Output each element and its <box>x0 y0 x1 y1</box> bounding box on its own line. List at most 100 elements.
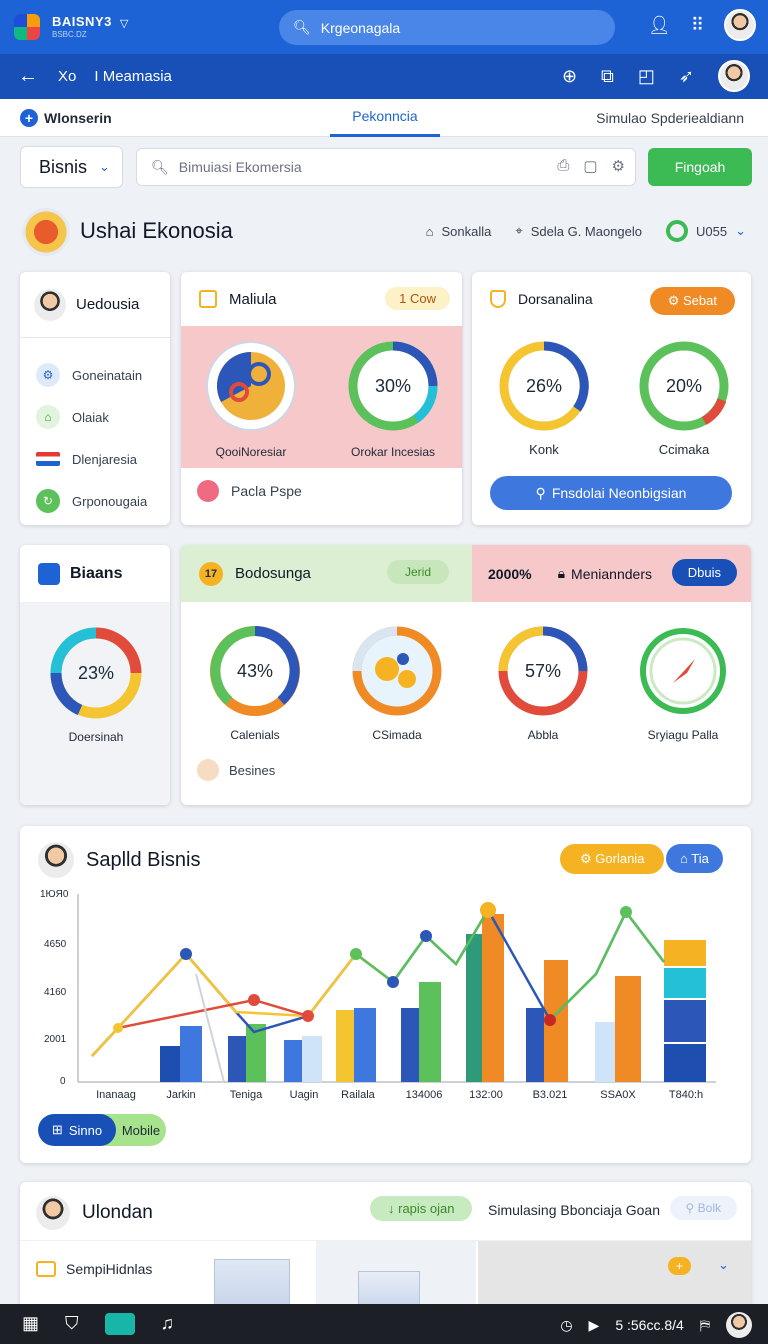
building-icon: ⌂ <box>425 223 434 239</box>
chart-header: Saplld Bisnis <box>38 842 201 878</box>
biaans-donut: 23% Doersinah <box>50 627 142 744</box>
x-tick-label: Inanaag <box>96 1089 136 1101</box>
dors-badge-button[interactable]: ⚙ Sebat <box>649 287 735 315</box>
ulondan-faint-button[interactable]: ⚲ Bolk <box>669 1196 737 1220</box>
view-toggle[interactable]: ⊞ Sinno Mobile <box>38 1114 166 1146</box>
grid-icon[interactable]: ▦ <box>22 1313 40 1333</box>
tab-simulation[interactable]: Simulao Spderiealdiann <box>596 110 744 126</box>
chart-home-button[interactable]: ⌂ Tia <box>666 844 723 873</box>
donut-bg <box>353 346 433 426</box>
category-select[interactable]: Bisnis ⌄ <box>20 146 123 188</box>
x-tick-label: 132:00 <box>469 1089 503 1101</box>
rocket-icon[interactable]: ➶ <box>678 65 694 86</box>
bank-icon: ⌂ <box>36 405 60 429</box>
header-item-status[interactable]: U055 ⌄ <box>666 220 746 242</box>
donut-label: Orokar Incesias <box>351 445 435 459</box>
bodo-button[interactable]: Dbuis <box>671 559 737 586</box>
tab-wlonserin[interactable]: + Wlonserin <box>20 109 112 127</box>
taskbar: ▦ ⛉ ♫ ◷ ▶ 5 :56cc.8/4 ⛿ <box>0 1304 768 1344</box>
avatar[interactable] <box>724 9 756 41</box>
chart-bar <box>419 982 441 1082</box>
maliula-footer[interactable]: Pacla Pspe <box>197 480 302 502</box>
donut-segment <box>210 626 256 705</box>
frame-icon[interactable]: ◰ <box>637 65 655 86</box>
category-select-value: Bisnis <box>39 156 88 177</box>
bell-icon[interactable]: ♫ <box>160 1313 175 1333</box>
globe-segment <box>217 352 251 402</box>
ulondan-header: Ulondan <box>36 1196 153 1230</box>
donut-label: QooiNoresiar <box>216 445 287 459</box>
chart-filter-button[interactable]: ⚙ Gorlania <box>560 844 665 874</box>
brand-dropdown-icon[interactable]: ▽ <box>119 17 129 30</box>
status-ring-icon <box>666 220 689 242</box>
chart-bar <box>284 1040 302 1082</box>
preview-panel <box>478 1241 751 1312</box>
back-arrow-icon[interactable]: ← <box>18 65 38 87</box>
x-tick-label: T840:h <box>669 1089 703 1101</box>
toggle-option-inactive[interactable]: Mobile <box>121 1122 161 1138</box>
brand[interactable]: BAISNY3 BSBC.DZ <box>52 15 112 39</box>
maliula-badge[interactable]: 1 Cow <box>385 287 450 310</box>
chart-bar <box>526 1008 544 1082</box>
gear-icon: ⚙ <box>36 363 60 387</box>
chart-bar <box>615 976 641 1082</box>
gear-icon <box>398 670 416 688</box>
ulondan-avatar <box>36 1196 70 1230</box>
primary-action-button[interactable]: Fingoah <box>648 148 752 186</box>
donut-value: 57% <box>525 661 561 681</box>
export-icon[interactable]: ⧉ <box>601 65 614 86</box>
chevron-down-icon[interactable]: ⌄ <box>718 1257 729 1272</box>
flag-icon <box>36 452 60 466</box>
chart-bar <box>246 1024 266 1082</box>
user-menu-item[interactable]: Dlenjaresia <box>36 438 147 480</box>
shield-icon[interactable]: ⛉ <box>65 1313 79 1333</box>
ulondan-pill[interactable]: ↓ rapis ojan <box>370 1196 473 1221</box>
user-menu-item[interactable]: ⚙ Goneinatain <box>36 354 147 396</box>
maliula-panel: QooiNoresiar 30% Orokar Incesias <box>181 326 462 468</box>
calendar-icon <box>199 290 217 308</box>
user-card-header[interactable]: Uedousia <box>20 272 170 338</box>
clock-icon[interactable]: ◷ <box>560 1316 573 1333</box>
bodo-pill[interactable]: Jerid <box>387 560 450 584</box>
bookmark-icon[interactable]: ⛿ <box>699 1316 710 1333</box>
maliula-card: Maliula 1 Cow QooiNoresiar 30% Orokar In… <box>181 272 462 525</box>
dors-header: Dorsanalina <box>472 272 751 326</box>
add-circle-icon[interactable]: ⊕ <box>561 65 578 86</box>
dors-action-button[interactable]: ⚲ Fnsdolai Neonbigsian <box>490 476 732 510</box>
plus-icon: + <box>20 109 38 127</box>
taskbar-avatar[interactable] <box>726 1312 752 1338</box>
play-icon[interactable]: ▶ <box>588 1316 600 1333</box>
print-icon[interactable]: ⎙ <box>557 157 570 174</box>
settings-icon[interactable]: ⚙ <box>611 158 625 175</box>
user-menu-item[interactable]: ⌂ Olaiak <box>36 396 147 438</box>
nav-avatar[interactable] <box>718 60 750 92</box>
header-item-location[interactable]: ⌖ Sdela G. Maongelo <box>515 223 642 239</box>
ulondan-row-label[interactable]: SempiHidnlas <box>36 1261 152 1277</box>
user-menu-item[interactable]: ↻ Grponougaia <box>36 480 147 522</box>
add-button[interactable]: + <box>668 1257 692 1275</box>
chart-bar <box>401 1008 419 1082</box>
x-tick-label: Uagin <box>290 1089 319 1101</box>
toggle-option-active[interactable]: ⊞ Sinno <box>38 1114 116 1146</box>
simulation-search-input[interactable]: 🔍︎ Bimuiasi Ekomersia ⎙ ▢ ⚙ <box>136 148 636 186</box>
gear-outline <box>247 362 271 386</box>
dors-badge-label: Sebat <box>683 293 717 308</box>
edit-icon <box>36 1261 56 1277</box>
user-icon[interactable]: 👤︎ <box>647 14 671 35</box>
ulondan-faint-label: Bolk <box>697 1201 721 1215</box>
window-icon[interactable]: ▢ <box>583 158 598 175</box>
x-tick-label: SSA0X <box>600 1089 636 1101</box>
apps-grid-icon[interactable]: ⠿ <box>690 14 704 35</box>
ulondan-title: Ulondan <box>82 1202 153 1223</box>
bodo-footer[interactable]: Besines <box>197 759 275 781</box>
global-search[interactable]: 🔍︎ Krgeonagala <box>279 10 615 45</box>
donut-segment <box>352 626 398 672</box>
tab-pekonncia[interactable]: Pekonncia <box>352 108 418 124</box>
active-tab-indicator <box>330 134 440 137</box>
search-icon: 🔍︎ <box>293 19 311 35</box>
brand-logo[interactable] <box>14 14 40 40</box>
active-app-icon[interactable] <box>104 1313 135 1335</box>
chart-point <box>180 948 192 960</box>
header-item-sonkalla[interactable]: ⌂ Sonkalla <box>426 224 492 239</box>
donut-value: 26% <box>526 376 562 396</box>
